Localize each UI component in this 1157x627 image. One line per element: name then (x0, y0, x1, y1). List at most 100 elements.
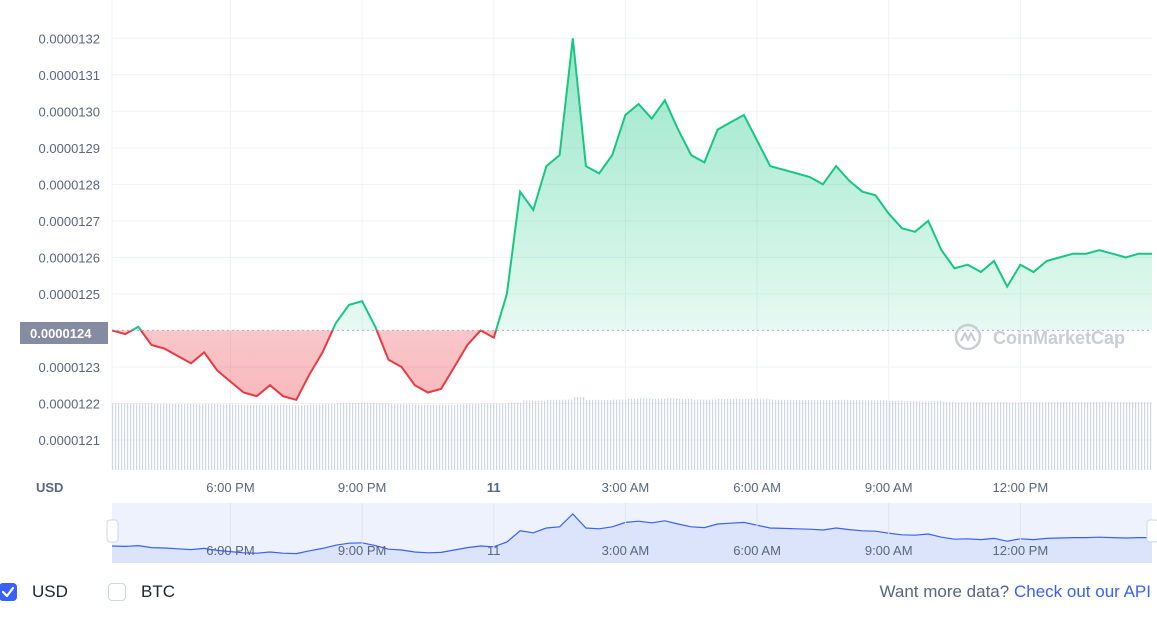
navigator-tick-label: 3:00 AM (602, 543, 650, 558)
volume-bar (364, 402, 366, 470)
btc-checkbox-label[interactable]: BTC (141, 582, 175, 601)
current-price-label: 0.0000124 (20, 322, 108, 344)
x-tick-label: 12:00 PM (993, 480, 1049, 495)
volume-bar (460, 404, 462, 470)
range-navigator[interactable]: 6:00 PM 9:00 PM 11 3:00 AM 6:00 AM 9:00 AM 12:… (106, 503, 1157, 563)
volume-bar (976, 402, 978, 470)
volume-bar (892, 400, 894, 470)
volume-bar (370, 402, 372, 470)
volume-bar (565, 399, 567, 470)
volume-bar (526, 400, 528, 470)
navigator-line (111, 513, 1152, 555)
currency-axis-label: USD (36, 480, 63, 495)
volume-bar (175, 403, 177, 470)
volume-bar (673, 398, 675, 470)
volume-bar (844, 399, 846, 470)
volume-bar (343, 403, 345, 470)
volume-bar (379, 403, 381, 470)
price-chart[interactable]: 0.0000132 0.0000131 0.0000130 0.0000129 0.00… (0, 0, 1157, 570)
volume-bar (1072, 401, 1074, 470)
volume-bar (289, 404, 291, 470)
volume-bar (586, 399, 588, 470)
volume-bar (601, 399, 603, 470)
volume-bar (1009, 402, 1011, 470)
usd-checkbox[interactable] (0, 583, 17, 601)
x-tick-label: 9:00 PM (338, 480, 386, 495)
volume-bar (730, 399, 732, 470)
volume-bar (490, 403, 492, 470)
volume-bar (436, 404, 438, 470)
volume-bar (946, 401, 948, 470)
volume-bar (1069, 401, 1071, 470)
volume-bar (313, 404, 315, 470)
volume-bar (664, 398, 666, 470)
volume-bar (268, 404, 270, 470)
volume-bar (931, 401, 933, 470)
volume-bar (739, 398, 741, 470)
usd-checkbox-label[interactable]: USD (32, 582, 68, 601)
volume-bar (1135, 401, 1137, 470)
volume-bar (412, 404, 414, 470)
volume-bar (871, 400, 873, 470)
volume-bar (307, 405, 309, 470)
y-tick-label: 0.0000132 (39, 31, 100, 46)
volume-bar (148, 403, 150, 470)
volume-bar (190, 404, 192, 470)
current-price-text: 0.0000124 (30, 326, 92, 341)
navigator-tick-label: 11 (487, 543, 501, 558)
volume-bar (1045, 402, 1047, 470)
volume-bar (472, 403, 474, 470)
volume-bar (265, 404, 267, 470)
volume-bar (130, 403, 132, 470)
volume-bar (382, 403, 384, 470)
volume-bar (802, 399, 804, 470)
volume-bar (346, 403, 348, 470)
volume-bar (331, 403, 333, 470)
volume-bar (709, 399, 711, 470)
volume-bar (793, 399, 795, 470)
navigator-tick-label: 6:00 AM (733, 543, 781, 558)
volume-bar (253, 404, 255, 470)
api-link[interactable]: Check out our API (1013, 582, 1151, 601)
volume-bar (979, 402, 981, 470)
area-up (112, 38, 1152, 331)
volume-bar (1150, 401, 1152, 470)
btc-checkbox[interactable] (108, 583, 126, 601)
volume-bar (430, 404, 432, 470)
navigator-right-handle[interactable] (1146, 519, 1157, 543)
volume-bar (1027, 402, 1029, 470)
volume-bar (916, 401, 918, 470)
volume-bar (445, 404, 447, 470)
navigator-left-handle[interactable] (106, 519, 119, 543)
volume-bar (859, 400, 861, 470)
volume-bar (688, 399, 690, 470)
volume-bar (1132, 401, 1134, 470)
volume-bar (1087, 401, 1089, 470)
volume-bar (166, 403, 168, 470)
volume-bar (250, 404, 252, 470)
volume-bar (433, 404, 435, 470)
volume-bar (262, 404, 264, 470)
volume-bar (538, 400, 540, 470)
y-tick-label: 0.0000129 (39, 141, 100, 156)
volume-bar (199, 404, 201, 470)
volume-bar (145, 403, 147, 470)
navigator-tick-label: 9:00 AM (865, 543, 913, 558)
volume-bar (454, 404, 456, 470)
volume-bar (1117, 401, 1119, 470)
volume-bar (919, 401, 921, 470)
volume-bar (727, 399, 729, 470)
y-tick-label: 0.0000122 (39, 396, 100, 411)
volume-bar (448, 404, 450, 470)
volume-bar (943, 401, 945, 470)
volume-bar (952, 401, 954, 470)
volume-bar (661, 398, 663, 470)
volume-bar (1078, 401, 1080, 470)
volume-bar (451, 404, 453, 470)
volume-bar (754, 398, 756, 470)
volume-bar (817, 400, 819, 470)
volume-bar (580, 397, 582, 470)
volume-bar (829, 400, 831, 470)
volume-bar (631, 398, 633, 470)
volume-bar (169, 403, 171, 470)
